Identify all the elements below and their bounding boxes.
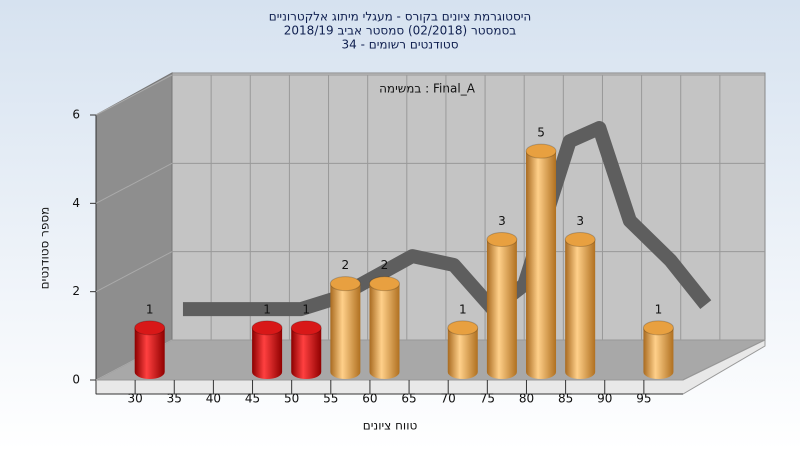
x-tick-label: 40 xyxy=(206,392,221,406)
grid-line xyxy=(95,162,173,204)
y-tick-label: 6 xyxy=(72,108,80,122)
bar-cap xyxy=(369,276,400,292)
data-label: 1 xyxy=(302,302,310,316)
x-axis-label: טווח ציונים xyxy=(363,419,418,433)
x-tick-label: 30 xyxy=(127,392,142,406)
y-axis-label: מספר סטודנטים xyxy=(38,207,52,290)
x-tick-label: 65 xyxy=(401,392,416,406)
data-label: 3 xyxy=(498,214,506,228)
chart-subtitle: סטודנטים רשומים - 34 xyxy=(341,38,458,52)
y-tick-label: 4 xyxy=(72,196,80,210)
bar-cap xyxy=(564,232,596,247)
data-label: 5 xyxy=(537,126,545,140)
bar xyxy=(134,320,166,380)
back-wall xyxy=(171,72,766,341)
bar-body xyxy=(291,327,322,380)
data-label: 1 xyxy=(655,302,663,316)
bar-body xyxy=(526,151,557,380)
bar-cap xyxy=(134,320,166,336)
bar xyxy=(329,276,361,380)
grid-line xyxy=(95,74,173,116)
x-tick-label: 55 xyxy=(323,392,338,406)
x-tick-label: 75 xyxy=(480,392,495,406)
bar-body xyxy=(486,239,517,379)
bar-body xyxy=(369,283,400,380)
x-tick-label: 90 xyxy=(597,392,612,406)
data-label: 1 xyxy=(263,302,271,316)
bar xyxy=(290,320,322,380)
bar-body xyxy=(252,327,283,380)
bar xyxy=(642,320,674,380)
data-label: 1 xyxy=(146,302,154,316)
bar-body xyxy=(565,239,596,380)
x-tick-label: 95 xyxy=(636,392,651,406)
bar xyxy=(564,232,596,380)
bar-body xyxy=(330,283,361,380)
bar-cap xyxy=(251,320,283,336)
x-tick-label: 80 xyxy=(519,392,534,406)
data-label: 2 xyxy=(342,258,350,272)
bar-cap xyxy=(329,276,361,292)
bar-cap xyxy=(486,232,518,247)
bar xyxy=(525,143,557,380)
x-tick-label: 50 xyxy=(284,392,299,406)
data-label: 3 xyxy=(576,214,584,228)
x-tick-label: 70 xyxy=(441,392,456,406)
data-label: 2 xyxy=(381,258,389,272)
y-tick-label: 0 xyxy=(72,373,80,387)
annotation: במשימה : Final_A xyxy=(379,82,476,96)
bar-body xyxy=(447,327,478,380)
bar-cap xyxy=(525,143,557,159)
grid-line xyxy=(95,251,173,293)
bar-body xyxy=(134,327,165,380)
bar xyxy=(251,320,283,380)
data-label: 1 xyxy=(459,302,467,316)
x-tick-label: 45 xyxy=(245,392,260,406)
bar-body xyxy=(643,327,674,380)
bar xyxy=(369,276,400,380)
x-tick-label: 60 xyxy=(362,392,377,406)
bar-cap xyxy=(642,320,674,336)
x-tick-label: 35 xyxy=(167,392,182,406)
bar-cap xyxy=(290,320,322,336)
bar-cap xyxy=(447,320,479,336)
chart-title: היסטוגרמת ציונים בקורס - מעגלי מיתוג אלק… xyxy=(269,10,532,24)
x-tick-label: 85 xyxy=(558,392,573,406)
bar xyxy=(486,232,518,379)
bar xyxy=(447,320,479,380)
y-tick-label: 2 xyxy=(72,284,80,298)
chart-subtitle: בסמסטר (02/2018) סמסטר אביב 2018/19 xyxy=(284,24,516,38)
